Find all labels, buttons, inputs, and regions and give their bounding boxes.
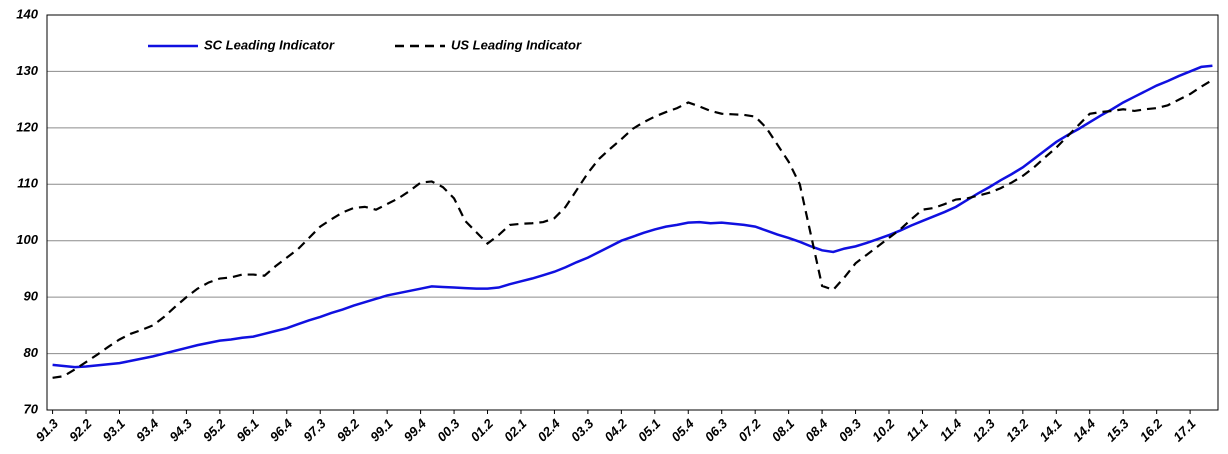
y-tick-label: 120 — [16, 119, 38, 134]
x-tick-label: 08.4 — [802, 415, 831, 444]
x-tick-label: 02.4 — [534, 415, 563, 444]
y-tick-label: 100 — [16, 232, 38, 247]
x-tick-label: 13.2 — [1003, 415, 1032, 444]
x-tick-label: 09.3 — [836, 415, 865, 444]
y-tick-label: 110 — [17, 176, 38, 191]
x-tick-label: 95.2 — [200, 415, 229, 444]
x-tick-label: 03.3 — [568, 415, 597, 444]
x-tick-label: 99.4 — [401, 415, 430, 444]
x-tick-label: 91.3 — [33, 415, 62, 444]
x-tick-label: 96.4 — [267, 415, 296, 444]
x-tick-label: 14.4 — [1070, 415, 1099, 444]
x-tick-label: 94.3 — [166, 415, 195, 444]
x-tick-label: 05.4 — [668, 415, 697, 444]
x-tick-label: 97.3 — [300, 415, 329, 444]
y-tick-label: 70 — [24, 401, 39, 416]
series-line — [52, 64, 1213, 369]
x-tick-label: 11.1 — [903, 416, 931, 444]
y-tick-label: 130 — [16, 63, 38, 78]
x-tick-label: 10.2 — [869, 415, 898, 444]
x-tick-label: 01.2 — [468, 415, 497, 444]
x-tick-label: 12.3 — [969, 415, 998, 444]
x-tick-label: 07.2 — [735, 415, 764, 444]
x-tick-label: 06.3 — [702, 415, 731, 444]
y-tick-label: 80 — [24, 345, 39, 360]
x-tick-label: 92.2 — [66, 415, 95, 444]
legend-label: US Leading Indicator — [451, 37, 582, 52]
x-tick-label: 11.4 — [937, 415, 965, 443]
x-tick-label: 08.1 — [769, 416, 798, 445]
x-tick-label: 17.1 — [1170, 416, 1199, 445]
x-tick-label: 99.1 — [367, 416, 396, 445]
x-tick-label: 02.1 — [501, 416, 530, 445]
x-tick-label: 93.4 — [133, 415, 162, 444]
x-tick-label: 98.2 — [334, 415, 363, 444]
x-tick-label: 00.3 — [434, 415, 463, 444]
x-tick-label: 15.3 — [1103, 415, 1132, 444]
x-tick-label: 04.2 — [601, 415, 630, 444]
x-tick-label: 96.1 — [233, 416, 262, 445]
y-tick-label: 90 — [24, 289, 39, 304]
series-line — [52, 78, 1213, 379]
plot-border — [46, 14, 1219, 411]
x-tick-label: 05.1 — [635, 416, 664, 445]
y-tick-label: 140 — [16, 6, 38, 21]
x-tick-label: 93.1 — [100, 416, 129, 445]
legend-label: SC Leading Indicator — [204, 37, 335, 52]
x-tick-label: 14.1 — [1036, 416, 1065, 445]
x-tick-label: 16.2 — [1137, 415, 1166, 444]
